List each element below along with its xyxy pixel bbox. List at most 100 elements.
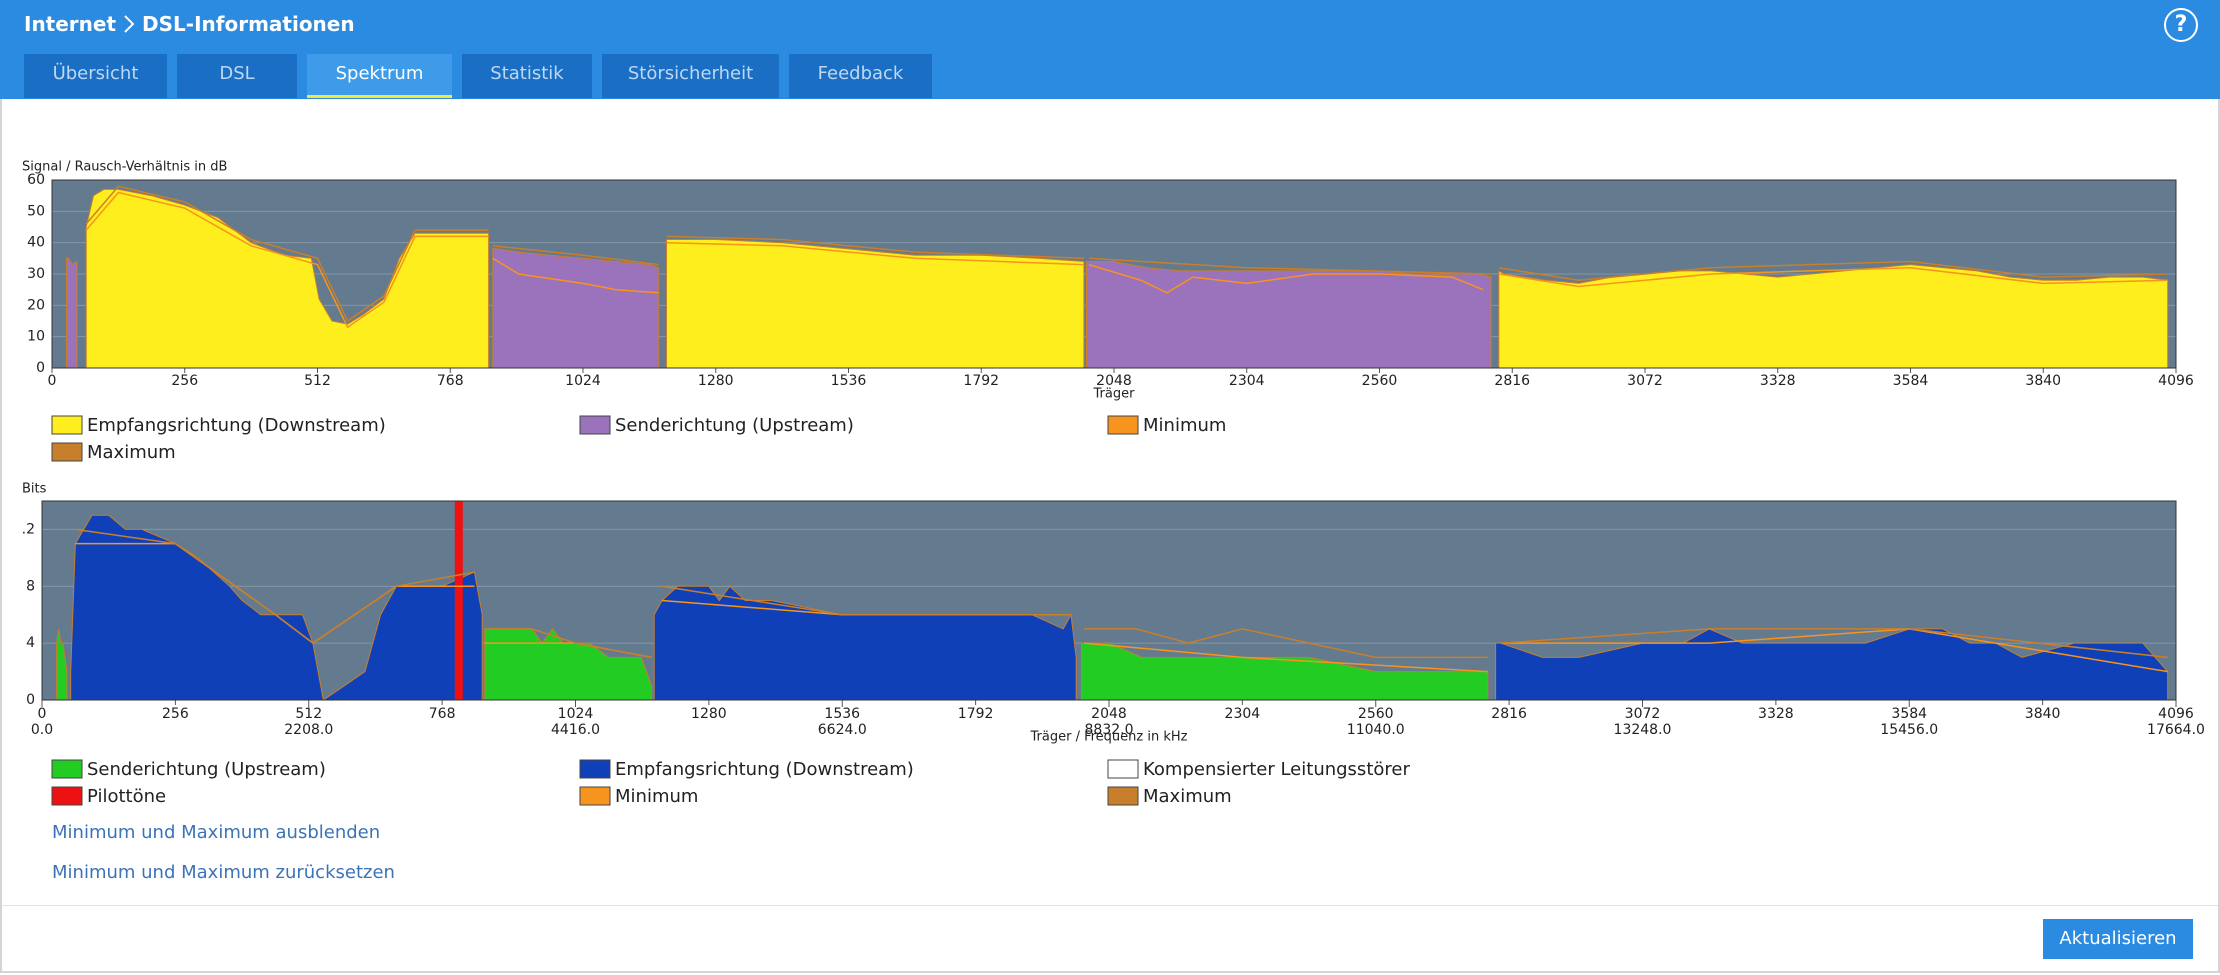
plot-border — [41, 500, 2177, 701]
y-tick-label: .2 — [22, 521, 35, 537]
legend-swatch — [51, 786, 83, 806]
x-tick-label: 3840 — [2025, 373, 2061, 389]
pilot-tone — [454, 501, 463, 700]
y-tick-label: 10 — [27, 329, 45, 345]
x-tick-label: 3328 — [1758, 706, 1794, 722]
x-tick-label: 3584 — [1893, 373, 1929, 389]
header: Internet DSL-Informationen ? Übersicht DS… — [0, 0, 2220, 99]
x-tick-label: 2560 — [1358, 706, 1394, 722]
legend-swatch — [51, 759, 83, 779]
charts: Signal / Rausch-Verhältnis in dB 0 10 20 30 4… — [22, 160, 2205, 808]
tab[interactable]: Feedback — [789, 54, 932, 98]
x-tick-label: 3072 — [1625, 706, 1661, 722]
x-tick-label: 3072 — [1627, 373, 1663, 389]
x2-tick-label: 15456.0 — [1880, 722, 1938, 738]
legend-swatch — [51, 442, 83, 462]
y-tick-label: 0 — [36, 360, 45, 376]
series-line — [85, 185, 2168, 323]
series-area — [85, 188, 2169, 369]
x-tick-label: 1792 — [958, 706, 994, 722]
breadcrumb-item[interactable]: Internet — [24, 12, 117, 36]
x2-tick-label: 6624.0 — [818, 722, 867, 738]
x-tick-label: 256 — [162, 706, 189, 722]
x-tick-label: 768 — [429, 706, 456, 722]
link[interactable]: Minimum und Maximum ausblenden — [52, 822, 381, 843]
x-tick-label: 4096 — [2158, 373, 2194, 389]
x2-tick-label: 2208.0 — [284, 722, 333, 738]
y-tick-label: 60 — [27, 172, 45, 188]
help-button[interactable]: ? — [2164, 8, 2198, 42]
legend-label: Minimum — [615, 786, 698, 807]
chevron-icon — [124, 15, 135, 33]
x2-tick-label: 13248.0 — [1614, 722, 1672, 738]
legend-label: Senderichtung (Upstream) — [615, 415, 854, 436]
x-tick-label: 2304 — [1225, 706, 1261, 722]
legend-label: Maximum — [1143, 786, 1232, 807]
y-axis-label: Bits — [22, 482, 47, 497]
x-tick-label: 2304 — [1229, 373, 1265, 389]
x-tick-label: 1536 — [824, 706, 860, 722]
x-tick-label: 2816 — [1494, 373, 1530, 389]
refresh-button[interactable]: Aktualisieren — [2043, 919, 2193, 959]
series-line — [85, 191, 2168, 329]
tab[interactable]: Störsicherheit — [602, 54, 779, 98]
legend-swatch — [1107, 415, 1139, 435]
x-tick-label: 1536 — [831, 373, 867, 389]
legend-label: Empfangsrichtung (Downstream) — [87, 415, 386, 436]
breadcrumb-item: DSL-Informationen — [142, 12, 355, 36]
breadcrumb: Internet DSL-Informationen — [24, 12, 355, 36]
x-tick-label: 3840 — [2025, 706, 2061, 722]
y-tick-label: 30 — [27, 266, 45, 282]
y-tick-label: 40 — [27, 235, 45, 251]
x-tick-label: 0 — [38, 706, 47, 722]
x-tick-label: 2816 — [1491, 706, 1527, 722]
legend-label: Pilottöne — [87, 786, 166, 807]
x2-tick-label: 0.0 — [31, 722, 53, 738]
x2-tick-label: 8832.0 — [1085, 722, 1134, 738]
x-tick-label: 512 — [295, 706, 322, 722]
x-tick-label: 2048 — [1091, 706, 1127, 722]
x-tick-label: 768 — [437, 373, 464, 389]
legend-swatch — [579, 759, 611, 779]
legend-swatch — [1107, 759, 1139, 779]
link[interactable]: Minimum und Maximum zurücksetzen — [52, 862, 395, 883]
y-axis-label: Signal / Rausch-Verhältnis in dB — [22, 160, 227, 175]
x-tick-label: 1792 — [963, 373, 999, 389]
legend-label: Senderichtung (Upstream) — [87, 759, 326, 780]
legend-swatch — [579, 415, 611, 435]
tab[interactable]: DSL — [177, 54, 297, 98]
x-axis-label: Träger / Frequenz in kHz — [1030, 730, 1188, 745]
tab[interactable]: Statistik — [462, 54, 592, 98]
series-line — [75, 528, 2168, 659]
legend-swatch — [1107, 786, 1139, 806]
legend-label: Maximum — [87, 442, 176, 463]
y-tick-label: 8 — [26, 578, 35, 594]
tab[interactable]: Spektrum — [307, 54, 452, 98]
y-tick-label: 0 — [26, 692, 35, 708]
tab[interactable]: Übersicht — [24, 54, 167, 98]
x2-tick-label: 17664.0 — [2147, 722, 2205, 738]
y-tick-label: 50 — [27, 203, 45, 219]
x-tick-label: 1024 — [565, 373, 601, 389]
x-tick-label: 1280 — [698, 373, 734, 389]
legend-swatch — [579, 786, 611, 806]
separator — [2, 905, 2218, 906]
legend-label: Empfangsrichtung (Downstream) — [615, 759, 914, 780]
x-tick-label: 256 — [171, 373, 198, 389]
x-tick-label: 512 — [304, 373, 331, 389]
x-tick-label: 1280 — [691, 706, 727, 722]
legend-label: Kompensierter Leitungsstörer — [1143, 759, 1410, 780]
x-axis-label: Träger — [1093, 387, 1136, 402]
x-tick-label: 0 — [48, 373, 57, 389]
x-tick-label: 4096 — [2158, 706, 2194, 722]
x-tick-label: 3584 — [1891, 706, 1927, 722]
x-tick-label: 3328 — [1760, 373, 1796, 389]
plot-border — [51, 179, 2177, 369]
x-tick-label: 2048 — [1096, 373, 1132, 389]
x2-tick-label: 4416.0 — [551, 722, 600, 738]
y-tick-label: 4 — [26, 635, 35, 651]
y-tick-label: 20 — [27, 297, 45, 313]
legend-label: Minimum — [1143, 415, 1226, 436]
